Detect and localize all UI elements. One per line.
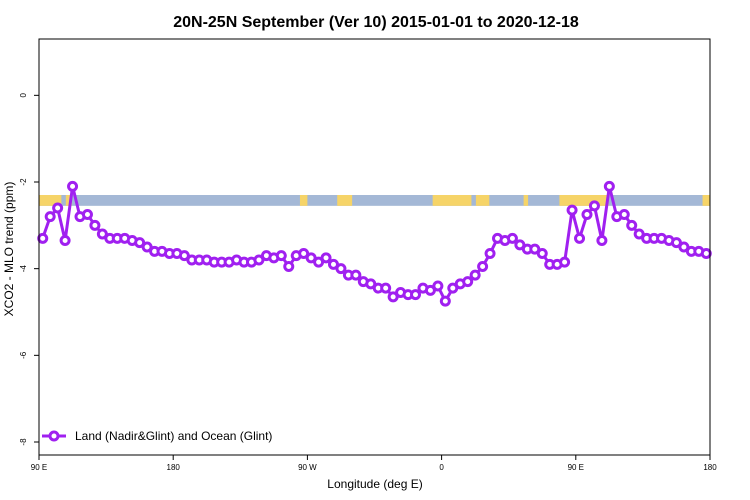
data-point xyxy=(67,180,79,192)
map-land-region xyxy=(65,195,72,206)
data-point xyxy=(283,261,295,272)
y-tick-label: -8 xyxy=(19,438,28,446)
data-point xyxy=(44,211,56,223)
data-point xyxy=(559,256,571,268)
data-point xyxy=(506,232,518,244)
data-point xyxy=(327,258,339,270)
x-tick-label: 0 xyxy=(439,463,444,472)
data-point xyxy=(253,254,265,266)
data-point xyxy=(626,219,638,231)
data-point xyxy=(566,204,578,216)
map-land-region xyxy=(599,195,609,206)
data-point xyxy=(581,209,593,220)
legend-marker-sample xyxy=(48,430,60,442)
data-point xyxy=(320,252,332,264)
data-point xyxy=(678,241,690,253)
data-point xyxy=(432,280,444,292)
y-axis-ticks: 0 -2 -4 -6 -8 xyxy=(19,93,39,446)
x-tick-label: 180 xyxy=(167,463,181,472)
legend-label: Land (Nadir&Glint) and Ocean (Glint) xyxy=(75,429,272,443)
x-tick-label: 90 E xyxy=(568,463,584,472)
data-point xyxy=(618,209,630,220)
y-tick-label: -2 xyxy=(19,178,28,186)
data-point xyxy=(633,228,645,240)
map-land-region xyxy=(337,195,353,206)
y-tick-label: -4 xyxy=(19,265,28,273)
data-point xyxy=(305,252,317,264)
x-tick-label: 180 xyxy=(703,463,717,472)
map-land-region xyxy=(39,195,62,206)
x-tick-label: 90 W xyxy=(298,463,317,472)
plot-frame xyxy=(38,38,711,456)
x-tick-label: 90 E xyxy=(31,463,47,472)
data-point xyxy=(350,269,362,281)
y-axis-label: XCO2 - MLO trend (ppm) xyxy=(2,182,16,317)
data-point xyxy=(298,248,310,259)
map-land-region xyxy=(523,195,529,206)
data-point xyxy=(365,278,377,290)
map-land-region xyxy=(475,195,490,206)
map-land-region xyxy=(432,195,472,206)
data-point xyxy=(529,243,541,255)
data-point xyxy=(484,248,496,259)
y-tick-label: -6 xyxy=(19,351,28,359)
data-point xyxy=(89,219,101,231)
data-point xyxy=(52,202,64,214)
data-point xyxy=(313,256,325,268)
data-point xyxy=(424,284,436,296)
map-land-region xyxy=(702,195,710,206)
y-tick-label: 0 xyxy=(19,93,28,98)
data-point xyxy=(178,250,190,262)
data-point xyxy=(536,248,548,259)
data-point xyxy=(588,200,600,212)
data-point xyxy=(514,239,526,251)
data-point xyxy=(37,232,49,244)
data-point xyxy=(335,263,347,275)
data-point xyxy=(134,237,146,249)
data-point xyxy=(670,237,682,249)
data-point xyxy=(447,282,459,294)
legend: Land (Nadir&Glint) and Ocean (Glint) xyxy=(42,429,272,443)
data-point xyxy=(59,235,71,246)
data-point xyxy=(462,276,474,288)
data-point xyxy=(380,282,392,294)
data-point xyxy=(96,228,108,240)
data-point xyxy=(477,261,489,272)
data-point xyxy=(141,241,153,253)
map-land-region xyxy=(299,195,308,206)
map-strip xyxy=(39,195,710,206)
data-point xyxy=(81,209,93,220)
data-point xyxy=(387,291,399,303)
data-point xyxy=(603,180,615,192)
data-point xyxy=(574,232,586,244)
series-layer xyxy=(37,180,712,307)
data-point xyxy=(439,295,451,307)
data-point xyxy=(275,250,287,262)
map-land-region xyxy=(559,195,602,206)
data-point xyxy=(469,269,481,281)
data-point xyxy=(596,235,608,246)
map-ocean-band xyxy=(39,195,710,206)
x-axis-label: Longitude (deg E) xyxy=(327,477,422,491)
data-point xyxy=(410,289,422,301)
data-point xyxy=(700,248,712,259)
x-axis-ticks: 90 E 180 90 W 0 90 E 180 xyxy=(31,455,717,472)
chart-title: 20N-25N September (Ver 10) 2015-01-01 to… xyxy=(173,14,579,31)
